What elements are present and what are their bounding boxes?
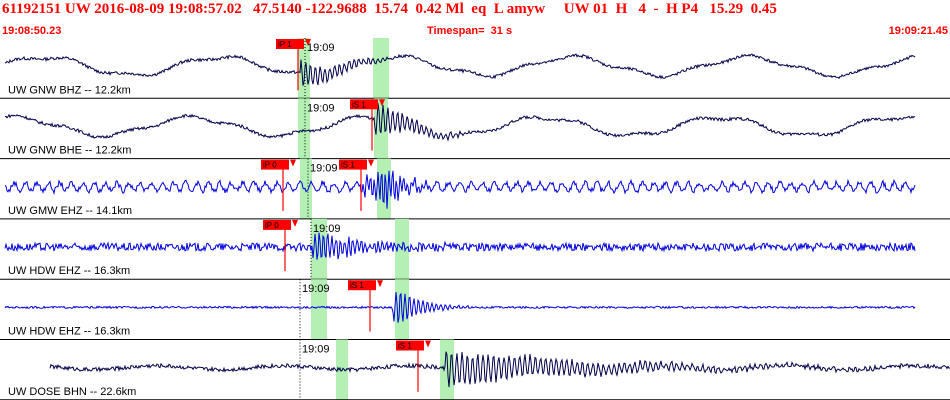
pick-marker-icon <box>290 159 296 167</box>
pick-window <box>298 98 310 159</box>
pick-window <box>440 339 454 400</box>
trace-row[interactable]: 19:09 UW DOSE BHN -- 22.6km iS 1 <box>0 339 950 400</box>
end-time-label: 19:09:21.45 <box>888 25 948 37</box>
trace-row[interactable]: 19:09 UW GNW BHE -- 12.2km iS 1 <box>0 98 950 160</box>
time-mark-label: 19:09 <box>307 42 335 54</box>
time-mark-label: 19:09 <box>302 344 330 356</box>
trace-row[interactable]: 19:09 UW HDW EHZ -- 16.3km iS 1 <box>0 279 950 340</box>
waveform-line <box>4 292 916 323</box>
phase-pick-flag[interactable]: iS 1 <box>339 159 374 211</box>
timespan-label: Timespan= 31 s <box>427 25 513 37</box>
phase-pick-flag[interactable]: iP 0 <box>261 159 296 211</box>
trace-row[interactable]: 19:09 UW GMW EHZ -- 14.1km iP 0 iS 1 <box>0 158 950 220</box>
phase-pick-flag[interactable]: iP 1 <box>276 39 311 91</box>
pick-window <box>373 38 389 99</box>
seismogram-panel[interactable]: 19:09 UW GNW BHZ -- 12.2km iP 1 19:09 UW GNW… <box>0 38 950 400</box>
time-mark-label: 19:09 <box>307 102 335 114</box>
station-label: UW GNW BHZ -- 12.2km <box>8 84 131 96</box>
pick-marker-icon <box>305 39 311 46</box>
station-label: UW GNW BHE -- 12.2km <box>8 145 131 157</box>
station-label: UW HDW EHZ -- 16.3km <box>8 265 130 277</box>
event-summary-title: 61192151 UW 2016-08-09 19:08:57.02 47.51… <box>2 1 777 17</box>
waveform-line <box>49 351 950 388</box>
pick-window <box>311 279 327 340</box>
phase-pick-flag[interactable]: iS 1 <box>350 99 385 151</box>
station-label: UW GMW EHZ -- 14.1km <box>8 205 132 217</box>
pick-marker-icon <box>379 99 385 107</box>
event-header: 61192151 UW 2016-08-09 19:08:57.02 47.51… <box>0 0 950 38</box>
trace-row[interactable]: 19:09 UW HDW EHZ -- 16.3km iP 0 <box>0 218 950 280</box>
pick-marker-icon <box>425 340 431 348</box>
station-label: UW HDW EHZ -- 16.3km <box>8 326 130 338</box>
pick-marker-icon <box>377 280 383 288</box>
start-time-label: 19:08:50.23 <box>2 25 62 37</box>
pick-window <box>298 38 310 99</box>
phase-pick-flag[interactable]: iP 0 <box>263 219 298 272</box>
waveform-line <box>5 53 916 86</box>
time-mark-label: 19:09 <box>310 163 338 175</box>
pick-label: iS 1 <box>398 342 412 351</box>
phase-pick-flag[interactable]: iS 1 <box>396 340 431 392</box>
pick-label: iS 1 <box>341 161 355 170</box>
time-mark-label: 19:09 <box>302 283 330 295</box>
phase-pick-flag[interactable]: iS 1 <box>348 280 383 332</box>
pick-window <box>300 158 312 219</box>
waveform-line <box>4 103 916 142</box>
pick-marker-icon <box>368 159 374 167</box>
time-mark-label: 19:09 <box>313 223 341 235</box>
pick-label: iS 1 <box>350 281 364 290</box>
waveform-line <box>4 232 916 260</box>
pick-label: iP 0 <box>265 221 279 230</box>
pick-marker-icon <box>292 219 298 227</box>
pick-label: iS 1 <box>352 100 366 109</box>
waveform-line <box>4 170 916 209</box>
station-label: UW DOSE BHN -- 22.6km <box>8 386 136 398</box>
pick-label: iP 1 <box>278 40 292 49</box>
pick-label: iP 0 <box>263 161 277 170</box>
trace-row[interactable]: 19:09 UW GNW BHZ -- 12.2km iP 1 <box>0 38 950 99</box>
